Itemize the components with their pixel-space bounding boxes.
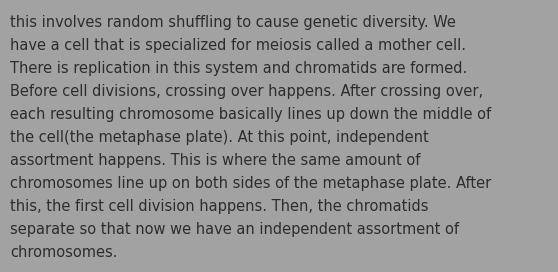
Text: chromosomes.: chromosomes. [10, 245, 118, 260]
Text: chromosomes line up on both sides of the metaphase plate. After: chromosomes line up on both sides of the… [10, 176, 491, 191]
Text: have a cell that is specialized for meiosis called a mother cell.: have a cell that is specialized for meio… [10, 38, 466, 53]
Text: this, the first cell division happens. Then, the chromatids: this, the first cell division happens. T… [10, 199, 429, 214]
Text: There is replication in this system and chromatids are formed.: There is replication in this system and … [10, 61, 467, 76]
Text: separate so that now we have an independent assortment of: separate so that now we have an independ… [10, 222, 459, 237]
Text: Before cell divisions, crossing over happens. After crossing over,: Before cell divisions, crossing over hap… [10, 84, 483, 99]
Text: the cell(the metaphase plate). At this point, independent: the cell(the metaphase plate). At this p… [10, 130, 429, 145]
Text: assortment happens. This is where the same amount of: assortment happens. This is where the sa… [10, 153, 420, 168]
Text: this involves random shuffling to cause genetic diversity. We: this involves random shuffling to cause … [10, 15, 456, 30]
Text: each resulting chromosome basically lines up down the middle of: each resulting chromosome basically line… [10, 107, 491, 122]
